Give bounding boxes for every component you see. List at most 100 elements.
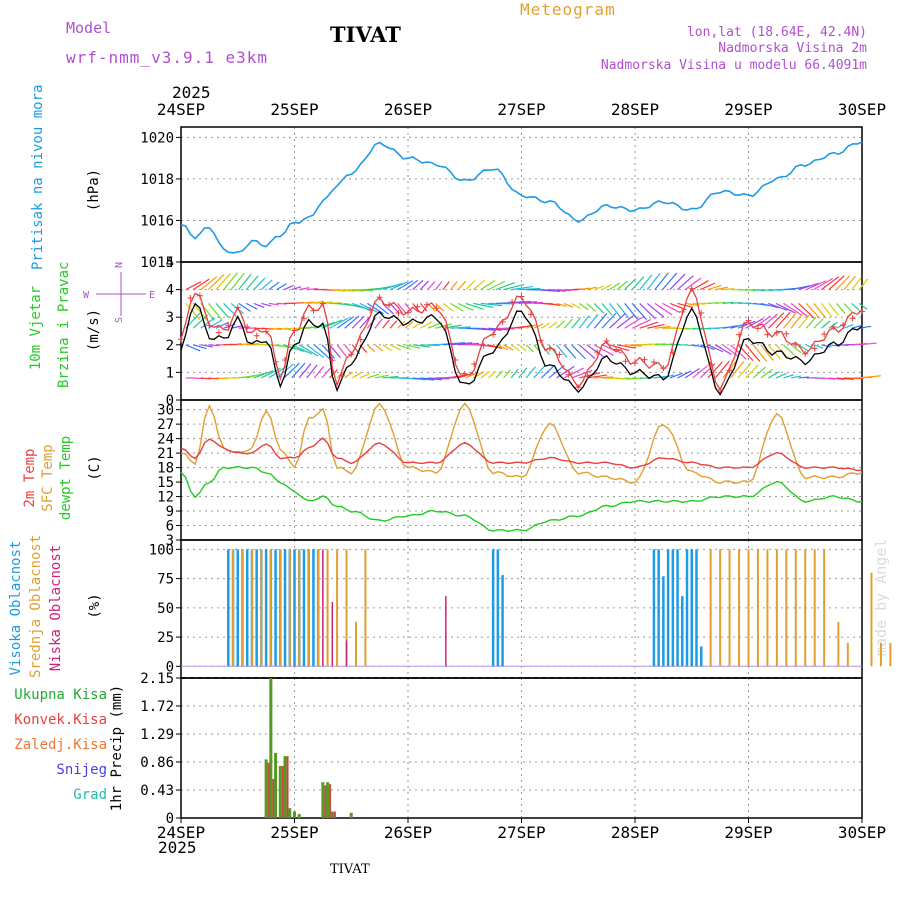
wind-arrow [624, 316, 644, 329]
wind-arrow [366, 344, 376, 353]
ytick-label-wind: 3 [166, 310, 174, 326]
wind-speed-marker [792, 341, 799, 348]
wind-arrow [245, 302, 258, 310]
wind-arrow [624, 278, 637, 291]
cloud-bar-visoka [293, 549, 296, 667]
ytick-label-cloud: 25 [157, 630, 174, 646]
wind-arrow [366, 317, 377, 329]
wind-speed-marker [849, 315, 856, 322]
wind-speed-marker [480, 342, 487, 349]
wind-speed-marker [707, 361, 714, 368]
wind-arrow [571, 369, 593, 379]
wind-arrow [790, 344, 802, 354]
wind-arrow [851, 277, 862, 290]
wind-arrow [745, 344, 761, 362]
ytick-label-temp: 6 [166, 519, 174, 535]
wind-arrow [359, 316, 371, 329]
wind-arrow [768, 371, 780, 379]
cloud-bar-srednja [738, 549, 741, 667]
wind-arrow [783, 374, 794, 379]
conv-precip-bar [281, 765, 284, 818]
wind-arrow [367, 302, 384, 315]
ytick-label-precip: 1.72 [140, 699, 174, 715]
cloud-bar-srednja [241, 549, 244, 667]
wind-arrow [510, 344, 520, 352]
panel-frame-temp [180, 399, 863, 541]
wind-arrow [420, 377, 443, 381]
wind-arrow [828, 275, 845, 291]
ytick-label-wind: 4 [166, 283, 174, 299]
wind-arrow [382, 344, 392, 352]
wind-arrow [268, 327, 282, 331]
cloud-bar-srednja [794, 549, 797, 667]
wind-arrow [790, 375, 802, 379]
wind-arrow [685, 302, 700, 307]
wind-arrow [752, 344, 767, 362]
wind-arrow [820, 276, 840, 291]
wind-arrow [859, 325, 872, 329]
wind-arrow [608, 303, 622, 318]
precip-bar [321, 782, 325, 818]
cloud-bar-visoka [236, 549, 239, 667]
wind-speed-marker [594, 348, 601, 355]
wind-arrow [820, 303, 833, 318]
precip-bar [349, 812, 353, 818]
temp-2m-line [180, 437, 863, 472]
wind-arrow [215, 377, 228, 380]
wind-arrow [586, 344, 605, 358]
cloud-bar-srednja [260, 549, 263, 667]
wind-speed-marker [310, 307, 317, 314]
wind-arrow [722, 287, 735, 291]
wind-arrow [737, 320, 756, 329]
cloud-bar-visoka [685, 549, 689, 667]
cloud-bar-visoka [245, 549, 249, 667]
ytick-label-temp: 30 [157, 403, 174, 419]
wind-arrow [745, 364, 759, 379]
wind-speed-marker [679, 308, 686, 315]
wind-arrow [389, 320, 398, 329]
wind-speed-marker [405, 309, 411, 316]
wind-arrow [442, 302, 454, 312]
ytick-label-precip: 0 [166, 811, 174, 827]
cloud-bar-visoka [501, 575, 504, 667]
wind-arrow [518, 344, 527, 352]
wind-speed-marker [300, 315, 307, 322]
wind-arrow [419, 280, 430, 291]
ytick-label-cloud: 50 [157, 601, 174, 617]
wind-arrow [714, 360, 730, 379]
cloud-bar-niska [445, 596, 447, 667]
wind-arrow [805, 280, 827, 291]
cloud-bar-srednja [298, 549, 301, 667]
wind-arrow [579, 372, 601, 379]
wind-arrow [556, 302, 567, 307]
cloud-bar-srednja [804, 549, 807, 667]
legend-ukupna: Ukupna Kisa [14, 687, 107, 703]
wind-speed-marker [206, 322, 213, 329]
wind-arrow [321, 344, 336, 359]
ytick-label-temp: 24 [157, 432, 174, 448]
wind-arrow [382, 375, 399, 379]
wind-arrow [253, 343, 269, 346]
ytick-label-pressure: 1018 [140, 172, 174, 188]
wind-arrow [798, 376, 809, 379]
wind-arrow [798, 302, 815, 319]
wind-arrow [306, 364, 318, 379]
wind-arrow [480, 370, 491, 379]
wind-arrow [563, 302, 574, 308]
wind-arrow [548, 364, 565, 379]
wind-arrow [238, 302, 251, 312]
wind-arrow [783, 344, 795, 356]
cloud-bar-visoka [690, 549, 693, 667]
wind-arrow [843, 276, 856, 290]
wind-arrow [488, 280, 506, 291]
wind-speed-marker [423, 301, 430, 308]
wind-arrow [374, 318, 383, 329]
day-label-bottom: 29SEP [724, 823, 772, 842]
year-top: 2025 [172, 83, 211, 102]
sfc-temp-line [180, 402, 863, 485]
wind-arrow [798, 344, 809, 352]
wind-arrow [768, 302, 788, 311]
wind-arrow [805, 302, 821, 319]
wind-arrow [397, 303, 406, 313]
wind-arrow [465, 302, 484, 310]
